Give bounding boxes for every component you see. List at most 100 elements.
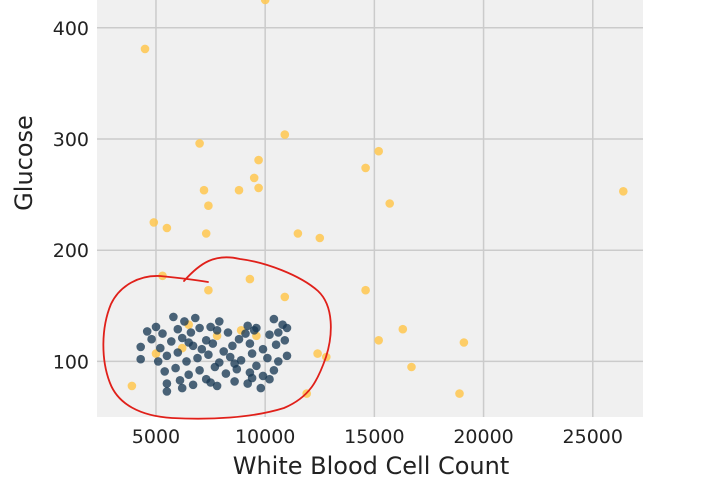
data-point [127, 381, 137, 391]
data-point [280, 292, 290, 302]
data-point [160, 367, 169, 376]
data-point [249, 173, 259, 183]
data-point [188, 380, 198, 390]
x-tick-label: 15000 [344, 426, 404, 448]
data-point [398, 324, 408, 334]
data-point [184, 370, 193, 380]
data-point [215, 317, 224, 326]
data-point [158, 329, 167, 338]
data-point [210, 362, 220, 372]
data-point [245, 274, 255, 284]
data-point [245, 339, 255, 348]
data-point [140, 44, 150, 54]
data-point [258, 371, 268, 381]
data-point [619, 187, 628, 196]
series-1 [136, 312, 292, 396]
data-point [186, 328, 196, 337]
data-point [361, 285, 370, 295]
data-point [184, 338, 193, 347]
data-point [274, 357, 283, 366]
data-point [269, 366, 279, 375]
data-point [204, 285, 213, 295]
data-point [149, 218, 159, 227]
data-point [252, 361, 261, 371]
data-point [265, 330, 274, 340]
data-point [313, 349, 322, 358]
data-point [234, 185, 244, 195]
data-point [455, 389, 464, 398]
data-point [177, 333, 187, 343]
data-point [293, 229, 303, 238]
data-point [147, 334, 156, 344]
data-point [230, 377, 239, 386]
data-point [212, 381, 222, 391]
data-point [254, 155, 263, 165]
x-tick-label: 20000 [453, 426, 513, 448]
data-point [282, 323, 292, 333]
data-point [204, 350, 213, 360]
data-point [206, 322, 215, 332]
data-point [247, 349, 257, 358]
data-point [459, 338, 469, 347]
data-point [225, 352, 235, 362]
data-point [234, 334, 244, 344]
data-point [271, 340, 281, 350]
data-point [173, 324, 183, 334]
axis-labels: 5000 10000 15000 20000 25000 100 200 300 400 Whit… [10, 18, 623, 480]
data-point [162, 387, 172, 396]
x-axis-label: White Blood Cell Count [233, 452, 510, 480]
y-tick-label: 300 [53, 129, 89, 151]
data-point [374, 146, 384, 156]
data-point [263, 353, 272, 363]
data-point [182, 357, 191, 366]
data-point [254, 183, 263, 193]
data-point [228, 341, 237, 351]
data-point [247, 373, 257, 383]
data-point [223, 328, 233, 337]
data-point [315, 233, 325, 243]
data-point [162, 379, 172, 388]
data-point [260, 0, 270, 5]
data-point [407, 362, 416, 372]
data-point [241, 329, 250, 338]
data-point [151, 322, 161, 332]
data-point [243, 321, 252, 331]
data-point [169, 312, 178, 322]
data-point [282, 351, 292, 361]
data-point [206, 378, 215, 387]
y-tick-label: 400 [53, 18, 89, 40]
data-point [153, 357, 163, 366]
data-point [212, 326, 222, 335]
y-axis-label: Glucose [10, 115, 38, 211]
data-point [195, 323, 204, 333]
data-point [191, 313, 200, 323]
data-point [136, 354, 145, 364]
data-point [162, 351, 172, 361]
data-point [175, 376, 185, 385]
data-point [280, 336, 290, 345]
data-point [361, 163, 370, 173]
x-tick-label: 10000 [235, 426, 295, 448]
data-point [269, 314, 279, 324]
x-tick-label: 5000 [132, 426, 180, 448]
data-point [156, 343, 165, 353]
y-tick-label: 100 [53, 351, 89, 373]
hand-drawn-annotation-loop [102, 256, 332, 420]
data-point [221, 369, 231, 378]
data-point [195, 139, 204, 148]
data-point [142, 327, 152, 336]
data-point [280, 130, 290, 139]
data-point [274, 328, 283, 337]
data-point [171, 363, 180, 373]
data-point [374, 336, 384, 345]
data-points [127, 0, 628, 398]
data-point [177, 383, 187, 393]
data-point [193, 353, 202, 363]
data-point [195, 366, 204, 375]
data-point [219, 347, 228, 356]
data-point [201, 336, 211, 345]
data-point [199, 185, 209, 195]
data-point [201, 229, 211, 238]
data-point [249, 326, 259, 335]
